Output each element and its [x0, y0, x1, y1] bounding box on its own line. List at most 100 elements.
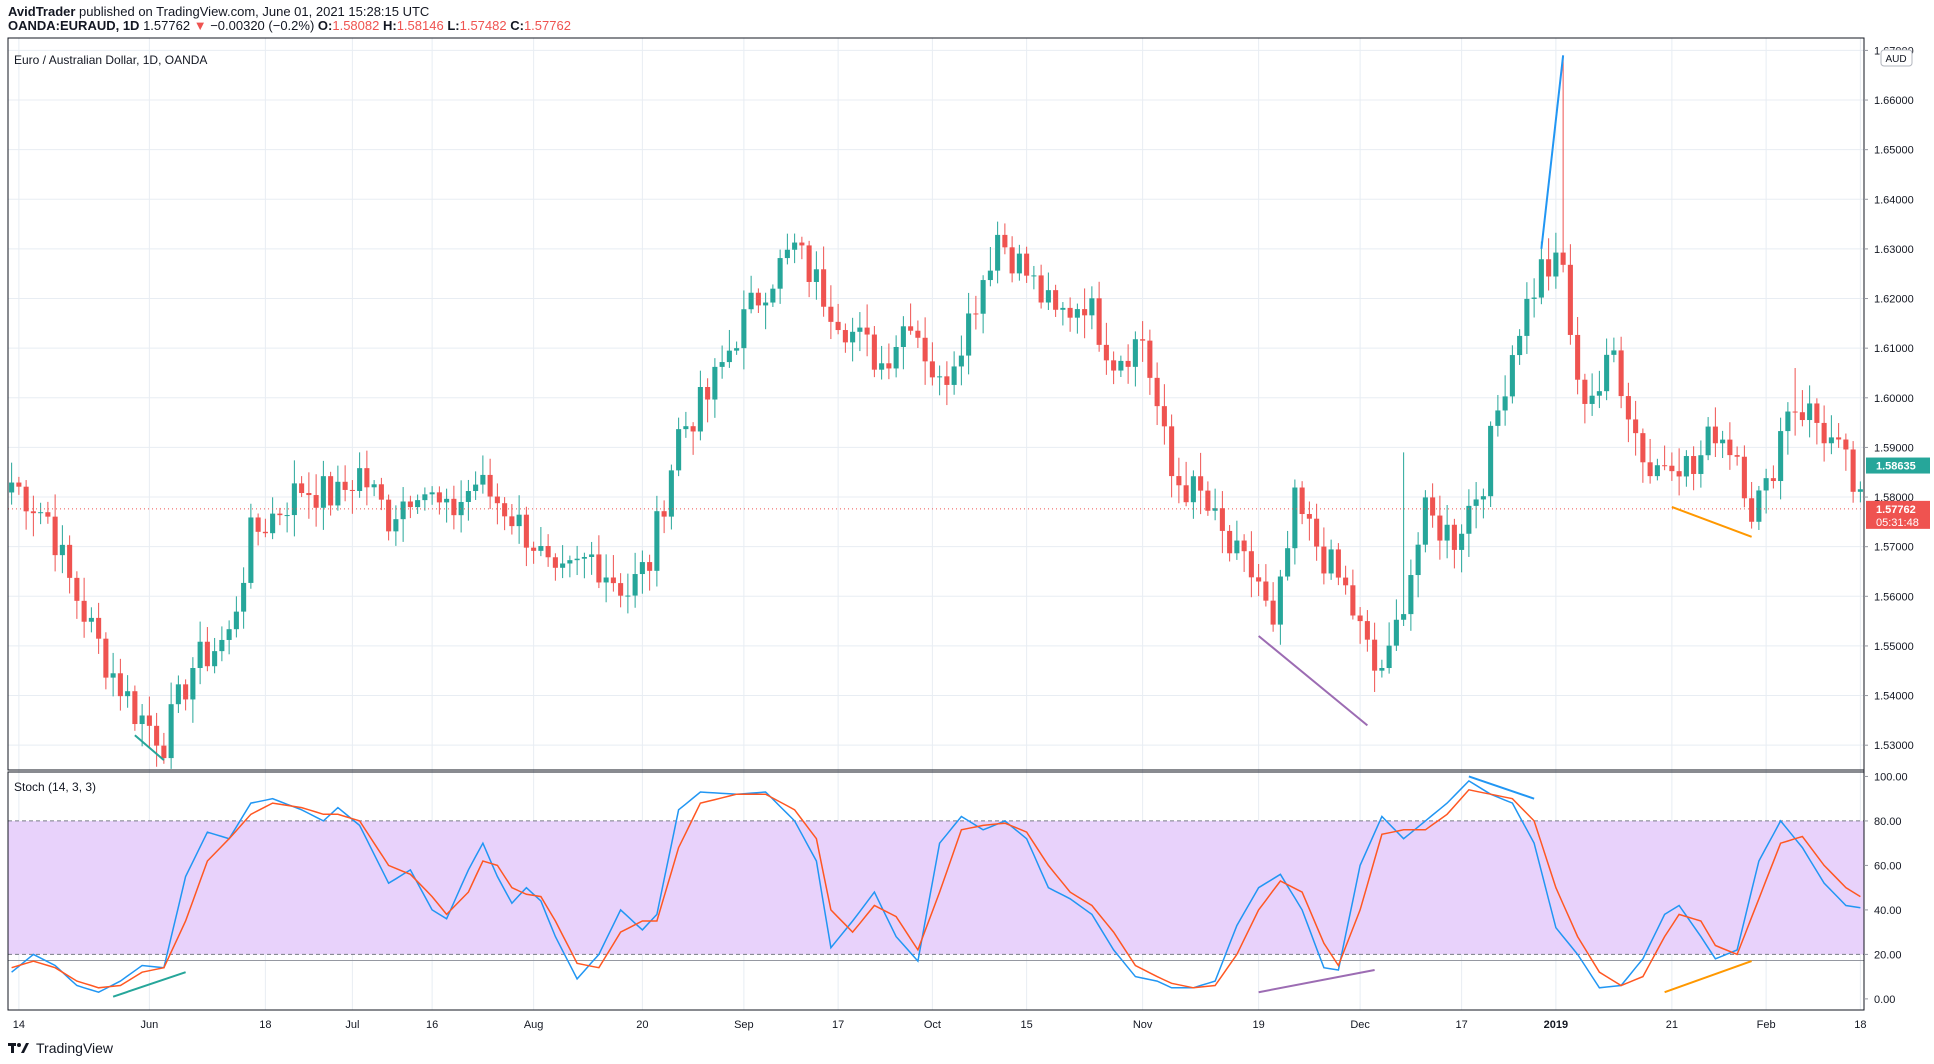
candle[interactable]	[857, 312, 863, 352]
candle[interactable]	[1277, 569, 1283, 645]
candle[interactable]	[1299, 481, 1305, 525]
candle[interactable]	[1270, 582, 1276, 632]
candle[interactable]	[625, 573, 631, 614]
candle[interactable]	[1582, 373, 1588, 424]
candle[interactable]	[161, 732, 167, 764]
candle[interactable]	[1531, 278, 1537, 318]
candle[interactable]	[1589, 373, 1595, 416]
candle[interactable]	[502, 497, 508, 531]
candle[interactable]	[1836, 423, 1842, 448]
candle[interactable]	[1618, 336, 1624, 409]
stoch-k-line[interactable]	[11, 779, 1861, 994]
candle[interactable]	[1147, 329, 1153, 395]
candle[interactable]	[117, 658, 123, 711]
candle[interactable]	[1125, 344, 1131, 384]
candle[interactable]	[1314, 503, 1320, 561]
candle[interactable]	[603, 554, 609, 603]
candle[interactable]	[1321, 527, 1327, 585]
candle[interactable]	[705, 378, 711, 423]
stoch-trendline[interactable]	[1468, 775, 1535, 800]
candle[interactable]	[980, 275, 986, 334]
candle[interactable]	[937, 365, 943, 396]
candle[interactable]	[1430, 483, 1436, 528]
candle[interactable]	[1053, 284, 1059, 317]
candle[interactable]	[1285, 530, 1291, 581]
price-trendline[interactable]	[1257, 635, 1369, 727]
candle[interactable]	[494, 483, 500, 525]
candle[interactable]	[1248, 531, 1254, 598]
candle[interactable]	[1669, 452, 1675, 481]
candle[interactable]	[726, 329, 732, 368]
candle[interactable]	[146, 696, 152, 749]
candle[interactable]	[1045, 272, 1051, 310]
candle[interactable]	[1103, 322, 1109, 375]
candle[interactable]	[1727, 422, 1733, 470]
candle[interactable]	[589, 541, 595, 575]
candle[interactable]	[45, 501, 51, 524]
candle[interactable]	[96, 602, 102, 654]
candle[interactable]	[364, 450, 370, 506]
candle[interactable]	[226, 620, 232, 655]
candle[interactable]	[777, 249, 783, 304]
candle[interactable]	[748, 275, 754, 314]
candle[interactable]	[1256, 563, 1262, 597]
candle[interactable]	[538, 527, 544, 557]
candle[interactable]	[1828, 415, 1834, 455]
candle[interactable]	[1335, 543, 1341, 586]
candle[interactable]	[806, 240, 812, 298]
candle[interactable]	[349, 480, 355, 514]
candle[interactable]	[1024, 246, 1030, 283]
candle[interactable]	[1009, 236, 1015, 283]
candle[interactable]	[451, 485, 457, 530]
candle[interactable]	[306, 472, 312, 519]
candle[interactable]	[371, 480, 377, 497]
candle[interactable]	[821, 246, 827, 317]
candle[interactable]	[1785, 402, 1791, 455]
candle[interactable]	[255, 513, 261, 546]
candle[interactable]	[1792, 368, 1798, 436]
candle[interactable]	[1154, 362, 1160, 426]
candle[interactable]	[552, 553, 558, 581]
candle[interactable]	[74, 571, 80, 619]
candle[interactable]	[1749, 481, 1755, 529]
candle[interactable]	[1676, 448, 1682, 496]
candle[interactable]	[1473, 482, 1479, 529]
candle[interactable]	[1741, 445, 1747, 508]
candle[interactable]	[741, 290, 747, 370]
candle[interactable]	[284, 502, 290, 533]
candle[interactable]	[1712, 407, 1718, 458]
candle[interactable]	[132, 685, 138, 731]
candle[interactable]	[1060, 302, 1066, 326]
stoch-pane[interactable]	[11, 775, 1861, 998]
candle[interactable]	[799, 236, 805, 260]
candle[interactable]	[763, 292, 769, 330]
candle[interactable]	[1756, 485, 1762, 530]
candle[interactable]	[1190, 470, 1196, 519]
candle[interactable]	[378, 477, 384, 511]
candle[interactable]	[16, 476, 22, 495]
candle[interactable]	[1408, 559, 1414, 631]
candle[interactable]	[357, 452, 363, 498]
candle[interactable]	[922, 317, 928, 385]
candle[interactable]	[610, 555, 616, 592]
candle[interactable]	[1466, 489, 1472, 557]
candle[interactable]	[473, 471, 479, 500]
candle[interactable]	[103, 632, 109, 690]
candle[interactable]	[1140, 321, 1146, 362]
candle[interactable]	[1857, 481, 1863, 503]
candle[interactable]	[1379, 659, 1385, 678]
candle[interactable]	[1770, 465, 1776, 489]
candle[interactable]	[719, 345, 725, 379]
candle[interactable]	[1132, 331, 1138, 387]
candle[interactable]	[1509, 345, 1515, 404]
stoch-d-line[interactable]	[11, 788, 1861, 989]
candle[interactable]	[168, 682, 174, 769]
candle[interactable]	[190, 657, 196, 723]
candle[interactable]	[958, 335, 964, 386]
candle[interactable]	[871, 326, 877, 378]
candle[interactable]	[1444, 504, 1450, 559]
candle[interactable]	[908, 303, 914, 335]
candle[interactable]	[792, 233, 798, 264]
candle[interactable]	[393, 505, 399, 546]
candle[interactable]	[661, 500, 667, 534]
